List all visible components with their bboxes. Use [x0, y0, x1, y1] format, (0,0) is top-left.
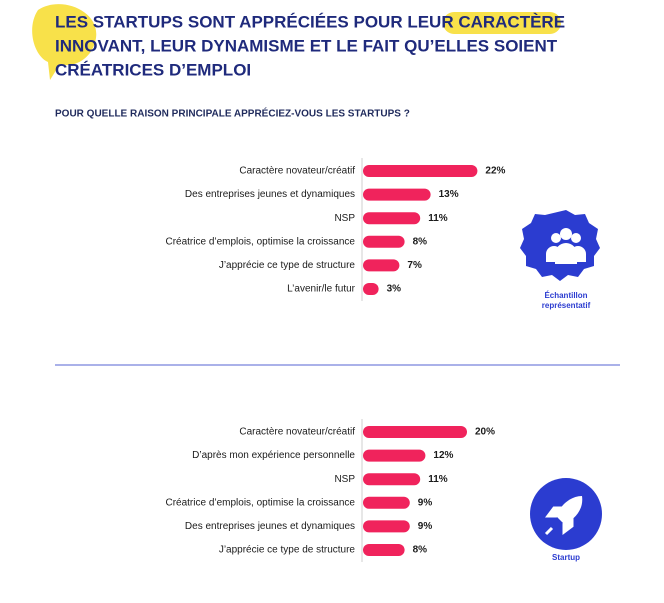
category-label: Créatrice d’emplois, optimise la croissa…: [165, 497, 355, 508]
category-label: NSP: [334, 213, 355, 224]
value-label: 8%: [413, 236, 428, 247]
caption: représentatif: [542, 301, 591, 310]
bar: [363, 212, 421, 225]
bar: [363, 544, 405, 556]
value-label: 9%: [418, 521, 433, 532]
highlight: [443, 12, 561, 34]
question: POUR QUELLE RAISON PRINCIPALE APPRÉCIEZ-…: [55, 107, 410, 120]
title-line: LES STARTUPS SONT APPRÉCIÉES POUR LEUR C…: [55, 12, 565, 31]
bar: [363, 473, 421, 486]
value-label: 11%: [428, 213, 448, 224]
category-label: J’apprécie ce type de structure: [219, 545, 356, 556]
value-label: 13%: [439, 189, 459, 200]
category-label: L’avenir/le futur: [287, 284, 355, 295]
value-label: 11%: [428, 474, 448, 485]
caption: Startup: [552, 553, 580, 562]
title-line: CRÉATRICES D’EMPLOI: [55, 60, 251, 79]
title-line: INNOVANT, LEUR DYNAMISME ET LE FAIT QU’E…: [55, 36, 558, 55]
value-label: 12%: [433, 450, 453, 461]
category-label: J’apprécie ce type de structure: [219, 260, 356, 271]
value-label: 20%: [475, 427, 495, 438]
value-label: 22%: [485, 166, 505, 177]
category-label: Des entreprises jeunes et dynamiques: [185, 189, 355, 200]
category-label: Caractère novateur/créatif: [239, 427, 355, 438]
bar: [363, 426, 467, 438]
category-label: NSP: [334, 474, 355, 485]
bar: [363, 165, 478, 177]
category-label: Créatrice d’emplois, optimise la croissa…: [165, 236, 355, 247]
bar: [363, 259, 400, 272]
bar: [363, 283, 379, 295]
value-label: 7%: [407, 260, 422, 271]
category-label: Des entreprises jeunes et dynamiques: [185, 521, 355, 532]
value-label: 8%: [413, 545, 428, 556]
value-label: 3%: [387, 284, 402, 295]
category-label: D’après mon expérience personnelle: [192, 450, 355, 461]
bar: [363, 449, 426, 462]
yellow-blob: [32, 4, 97, 81]
bar: [363, 496, 410, 509]
bar: [363, 188, 431, 201]
bar: [363, 235, 405, 248]
badge-icon: [520, 210, 600, 281]
category-label: Caractère novateur/créatif: [239, 166, 355, 177]
value-label: 9%: [418, 497, 433, 508]
startup-icon: [530, 478, 602, 550]
bar: [363, 520, 410, 533]
caption: Échantillon: [544, 291, 587, 300]
